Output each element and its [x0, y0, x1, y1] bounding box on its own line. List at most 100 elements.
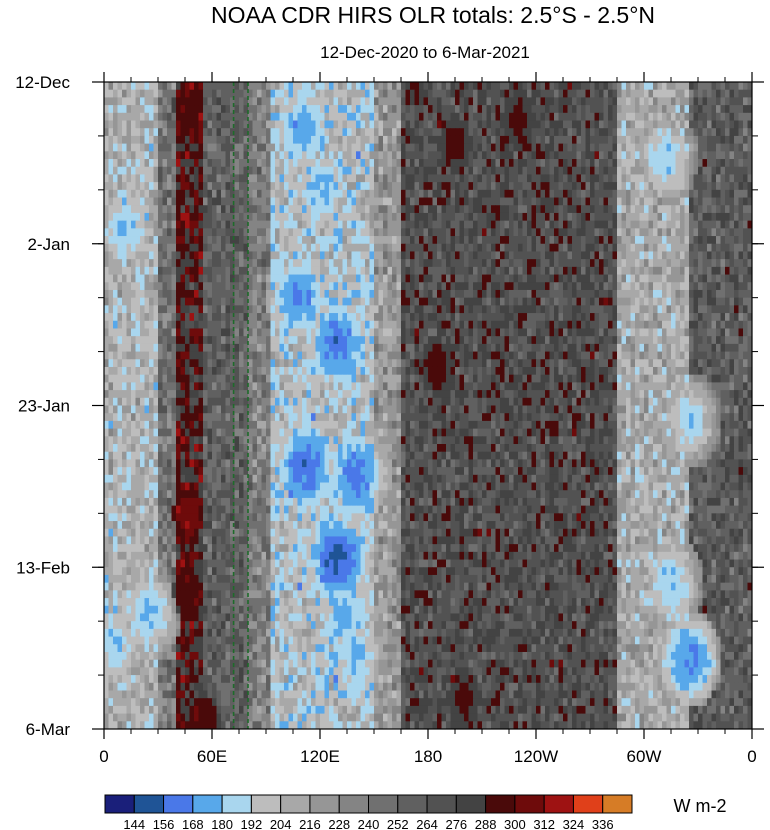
olr-cell: [212, 336, 217, 345]
olr-cell: [257, 151, 262, 160]
olr-cell: [284, 120, 289, 129]
olr-cell: [428, 189, 433, 198]
olr-cell: [720, 328, 726, 337]
olr-cell: [432, 305, 438, 314]
olr-cell: [131, 166, 136, 175]
olr-cell: [594, 82, 600, 91]
olr-cell: [351, 274, 357, 283]
olr-cell: [320, 305, 325, 314]
olr-cell: [167, 297, 172, 306]
olr-cell: [365, 236, 370, 245]
olr-cell: [477, 251, 483, 260]
olr-cell: [239, 205, 244, 214]
olr-cell: [747, 205, 753, 214]
olr-cell: [486, 205, 492, 214]
olr-cell: [360, 336, 366, 345]
olr-cell: [126, 236, 132, 245]
olr-cell: [185, 182, 190, 191]
olr-cell: [608, 166, 613, 175]
olr-cell: [203, 151, 208, 160]
olr-cell: [684, 251, 690, 260]
olr-cell: [189, 212, 195, 222]
olr-cell: [194, 166, 199, 175]
olr-cell: [612, 105, 618, 114]
olr-cell: [261, 282, 267, 291]
olr-cell: [293, 205, 298, 214]
olr-cell: [513, 212, 519, 222]
olr-cell: [122, 251, 127, 260]
olr-cell: [473, 166, 478, 175]
olr-cell: [360, 251, 366, 260]
olr-cell: [261, 236, 267, 245]
olr-cell: [639, 120, 645, 129]
olr-cell: [356, 135, 361, 145]
olr-cell: [612, 135, 618, 145]
olr-cell: [225, 159, 231, 168]
olr-cell: [662, 236, 667, 245]
olr-cell: [608, 236, 613, 245]
olr-cell: [522, 105, 528, 114]
olr-cell: [162, 197, 168, 206]
olr-cell: [405, 205, 411, 214]
olr-cell: [270, 266, 276, 275]
olr-cell: [468, 143, 474, 152]
olr-cell: [131, 89, 136, 98]
olr-cell: [405, 89, 411, 98]
olr-cell: [306, 297, 312, 306]
olr-cell: [243, 289, 249, 299]
olr-cell: [590, 189, 595, 198]
olr-cell: [234, 182, 240, 191]
olr-cell: [590, 205, 595, 214]
olr-cell: [707, 89, 712, 98]
olr-cell: [437, 259, 442, 268]
olr-cell: [545, 274, 550, 283]
olr-cell: [702, 174, 708, 183]
olr-cell: [311, 205, 316, 214]
olr-cell: [189, 205, 195, 214]
olr-cell: [509, 82, 514, 91]
olr-cell: [117, 128, 123, 137]
olr-cell: [563, 135, 568, 145]
olr-cell: [612, 320, 618, 329]
olr-cell: [203, 259, 208, 268]
olr-cell: [122, 328, 127, 337]
olr-cell: [639, 266, 645, 275]
olr-cell: [468, 120, 474, 129]
olr-cell: [603, 320, 609, 329]
olr-cell: [567, 297, 573, 306]
olr-cell: [428, 228, 433, 237]
olr-cell: [603, 135, 609, 145]
olr-cell: [747, 189, 753, 198]
olr-cell: [432, 105, 438, 114]
olr-cell: [180, 251, 186, 260]
olr-cell: [716, 297, 721, 306]
olr-cell: [617, 243, 622, 252]
olr-cell: [167, 143, 172, 152]
olr-cell: [500, 313, 505, 322]
olr-cell: [504, 82, 510, 91]
olr-cell: [527, 282, 532, 291]
olr-cell: [365, 274, 370, 283]
olr-cell: [509, 159, 514, 168]
olr-cell: [392, 112, 397, 121]
olr-cell: [401, 182, 406, 191]
olr-cell: [509, 89, 514, 98]
olr-cell: [716, 236, 721, 245]
olr-cell: [365, 159, 370, 168]
olr-cell: [657, 313, 663, 322]
olr-cell: [351, 320, 357, 329]
olr-cell: [234, 151, 240, 160]
olr-cell: [288, 259, 294, 268]
olr-cell: [576, 289, 582, 299]
olr-cell: [383, 120, 388, 129]
olr-cell: [234, 135, 240, 145]
olr-cell: [113, 159, 118, 168]
olr-cell: [401, 282, 406, 291]
olr-cell: [576, 112, 582, 121]
olr-cell: [468, 182, 474, 191]
olr-cell: [491, 328, 496, 337]
olr-cell: [383, 289, 388, 299]
olr-cell: [230, 135, 235, 145]
olr-cell: [702, 112, 708, 121]
olr-cell: [252, 189, 258, 198]
